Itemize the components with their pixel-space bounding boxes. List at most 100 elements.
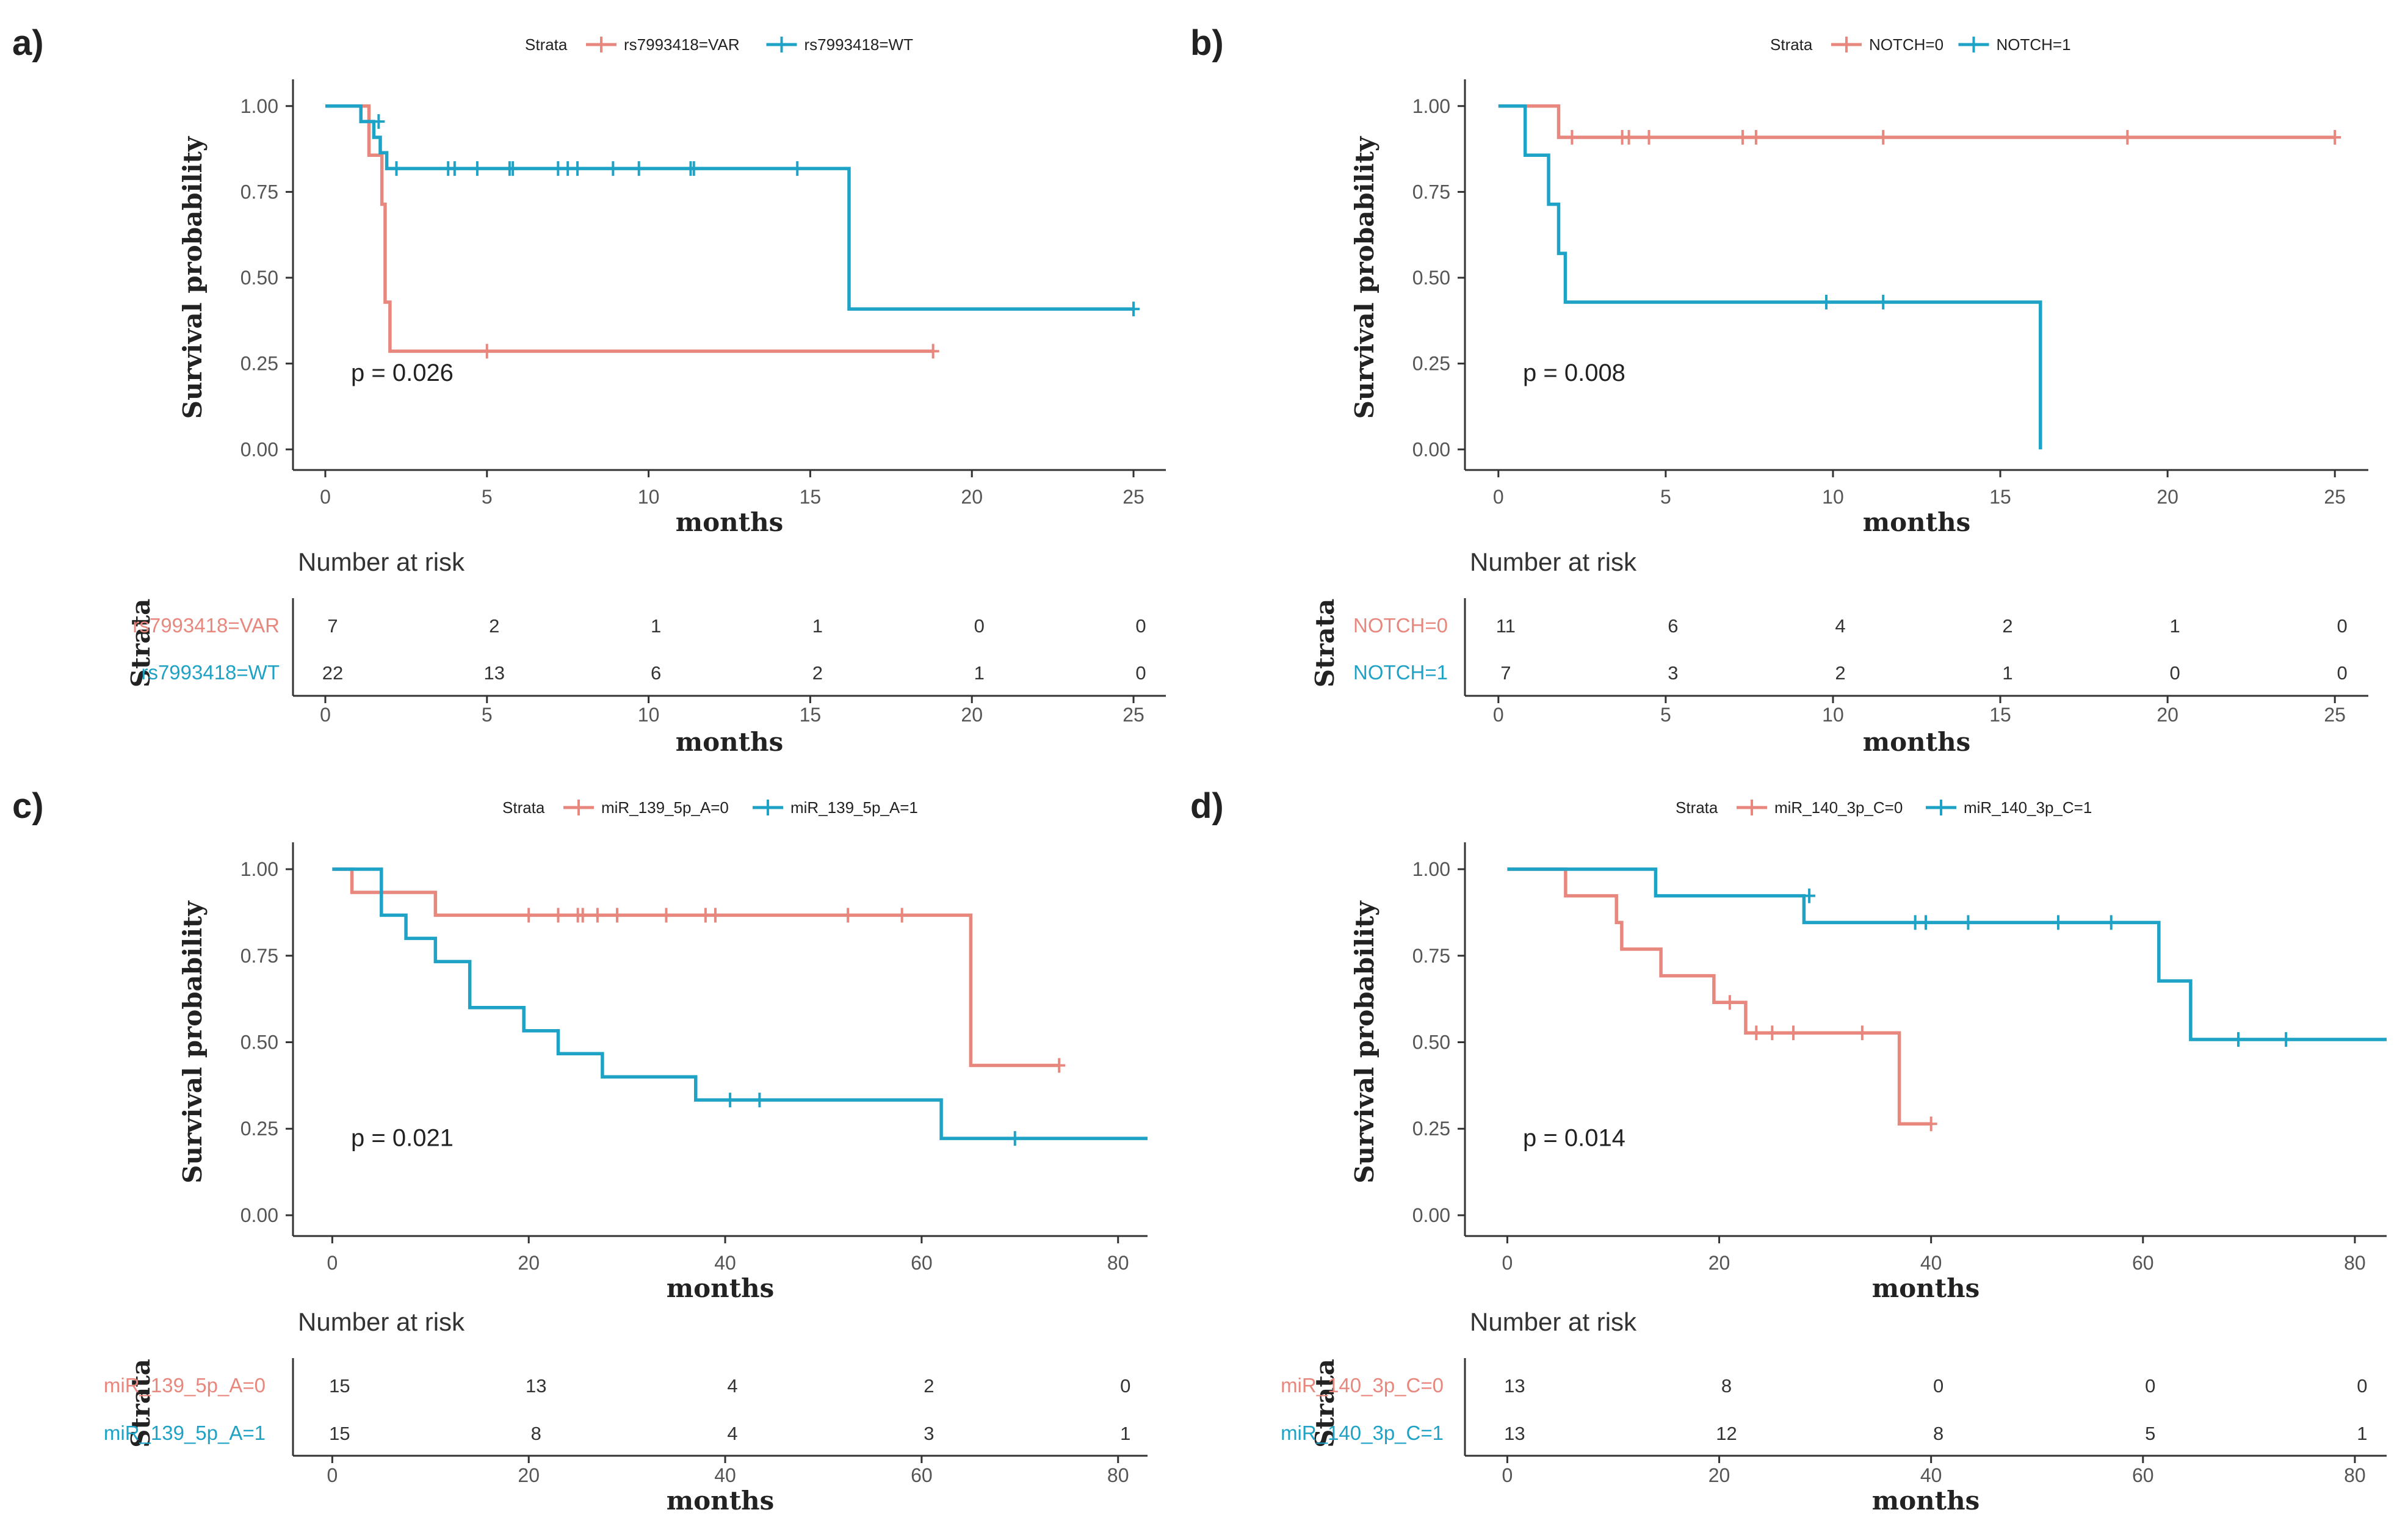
risk-count: 11 xyxy=(1496,615,1516,637)
risk-count: 0 xyxy=(2337,662,2348,684)
risk-count: 4 xyxy=(1835,615,1845,637)
risk-count: 22 xyxy=(322,662,343,684)
legend-entry-1: miR_139_5p_A=1 xyxy=(790,798,918,817)
risk-count: 3 xyxy=(1668,662,1678,684)
y-tick-label: 0.75 xyxy=(240,181,278,203)
risk-count: 1 xyxy=(974,662,985,684)
risk-x-tick-label: 5 xyxy=(482,704,493,726)
legend-entry-0: rs7993418=VAR xyxy=(624,35,740,54)
risk-count: 0 xyxy=(2145,1375,2155,1397)
risk-count: 0 xyxy=(1120,1375,1130,1397)
y-axis-title: Survival probability xyxy=(178,136,208,419)
risk-count: 4 xyxy=(727,1375,737,1397)
panel-label: b) xyxy=(1190,23,1224,63)
p-value: p = 0.026 xyxy=(351,360,454,386)
x-tick-label: 40 xyxy=(1920,1252,1942,1274)
panel-c: c) Strata miR_139_5p_A=0 miR_139_5p_A=10.00… xyxy=(12,786,1148,1516)
y-tick-label: 0.50 xyxy=(240,267,278,289)
risk-count: 0 xyxy=(974,615,985,637)
legend-entry-1: miR_140_3p_C=1 xyxy=(1964,798,2092,817)
y-tick-label: 0.25 xyxy=(1412,1118,1450,1140)
risk-count: 1 xyxy=(2169,615,2180,637)
panel-label: a) xyxy=(12,23,44,63)
x-tick-label: 20 xyxy=(518,1252,540,1274)
risk-count: 6 xyxy=(1668,615,1678,637)
risk-x-axis-title: months xyxy=(667,1486,775,1516)
y-tick-label: 0.25 xyxy=(240,353,278,375)
x-tick-label: 80 xyxy=(1107,1252,1129,1274)
km-curve-1 xyxy=(325,104,1134,311)
risk-x-axis-title: months xyxy=(676,727,784,757)
y-tick-label: 0.00 xyxy=(240,1204,278,1226)
legend: Strata miR_140_3p_C=0 miR_140_3p_C=1 xyxy=(1676,798,2092,817)
y-tick-label: 1.00 xyxy=(240,858,278,880)
km-curve-0 xyxy=(1498,104,2335,139)
risk-count: 8 xyxy=(531,1423,541,1444)
x-axis-title: months xyxy=(676,507,784,537)
risk-x-tick-label: 40 xyxy=(1920,1464,1942,1486)
km-curve-0 xyxy=(1507,867,1931,1126)
legend-entry-0: miR_140_3p_C=0 xyxy=(1774,798,1903,817)
legend: Strata rs7993418=VAR rs7993418=WT xyxy=(525,35,913,54)
risk-count: 2 xyxy=(2002,615,2012,637)
risk-count: 5 xyxy=(2145,1423,2155,1444)
p-value: p = 0.021 xyxy=(351,1125,454,1152)
risk-x-tick-label: 20 xyxy=(518,1464,540,1486)
risk-strata-title: Strata xyxy=(1310,599,1340,688)
x-tick-label: 5 xyxy=(482,486,493,508)
risk-x-tick-label: 15 xyxy=(1989,704,2011,726)
x-tick-label: 25 xyxy=(2324,486,2346,508)
risk-table-title: Number at risk xyxy=(298,548,465,576)
risk-count: 15 xyxy=(329,1375,350,1397)
y-axis-title: Survival probability xyxy=(1350,900,1379,1184)
risk-count: 2 xyxy=(812,662,823,684)
y-tick-label: 0.50 xyxy=(1412,267,1450,289)
x-tick-label: 10 xyxy=(1822,486,1844,508)
risk-table-title: Number at risk xyxy=(1470,1307,1637,1336)
legend-title: Strata xyxy=(1676,798,1718,817)
legend-title: Strata xyxy=(525,35,568,54)
risk-row-name: miR_139_5p_A=0 xyxy=(104,1374,266,1397)
x-axis-title: months xyxy=(667,1273,775,1303)
x-axis-title: months xyxy=(1872,1273,1980,1303)
risk-x-tick-label: 0 xyxy=(320,704,331,726)
y-tick-label: 1.00 xyxy=(1412,858,1450,880)
y-axis-title: Survival probability xyxy=(1350,136,1379,419)
risk-count: 1 xyxy=(2002,662,2012,684)
x-tick-label: 0 xyxy=(320,486,331,508)
risk-x-axis-title: months xyxy=(1872,1486,1980,1516)
km-curve-0 xyxy=(332,867,1060,1068)
legend-title: Strata xyxy=(502,798,545,817)
risk-count: 0 xyxy=(1135,662,1146,684)
y-tick-label: 0.00 xyxy=(1412,438,1450,460)
risk-count: 8 xyxy=(1933,1423,1943,1444)
risk-count: 0 xyxy=(1135,615,1146,637)
risk-count: 13 xyxy=(1504,1375,1525,1397)
x-tick-label: 15 xyxy=(800,486,822,508)
y-tick-label: 0.25 xyxy=(240,1118,278,1140)
y-tick-label: 0.75 xyxy=(1412,181,1450,203)
y-tick-label: 0.25 xyxy=(1412,353,1450,375)
risk-strata-title: Strata xyxy=(1310,1359,1340,1448)
panel-d: d) Strata miR_140_3p_C=0 miR_140_3p_C=10.00… xyxy=(1190,786,2387,1516)
x-tick-label: 20 xyxy=(2157,486,2178,508)
risk-x-tick-label: 20 xyxy=(2157,704,2178,726)
p-value: p = 0.014 xyxy=(1523,1125,1625,1152)
x-tick-label: 40 xyxy=(714,1252,736,1274)
y-tick-label: 0.00 xyxy=(1412,1204,1450,1226)
risk-count: 15 xyxy=(329,1423,350,1444)
risk-x-tick-label: 40 xyxy=(714,1464,736,1486)
km-curve-1 xyxy=(332,867,1148,1140)
risk-count: 2 xyxy=(924,1375,934,1397)
x-tick-label: 15 xyxy=(1989,486,2011,508)
risk-count: 1 xyxy=(651,615,661,637)
risk-row-name: NOTCH=0 xyxy=(1353,614,1448,637)
risk-row-name: miR_139_5p_A=1 xyxy=(104,1422,266,1444)
risk-count: 0 xyxy=(2169,662,2180,684)
legend-title: Strata xyxy=(1770,35,1813,54)
risk-table-title: Number at risk xyxy=(298,1307,465,1336)
risk-x-tick-label: 20 xyxy=(961,704,983,726)
risk-x-tick-label: 0 xyxy=(1493,704,1504,726)
risk-x-tick-label: 25 xyxy=(2324,704,2346,726)
